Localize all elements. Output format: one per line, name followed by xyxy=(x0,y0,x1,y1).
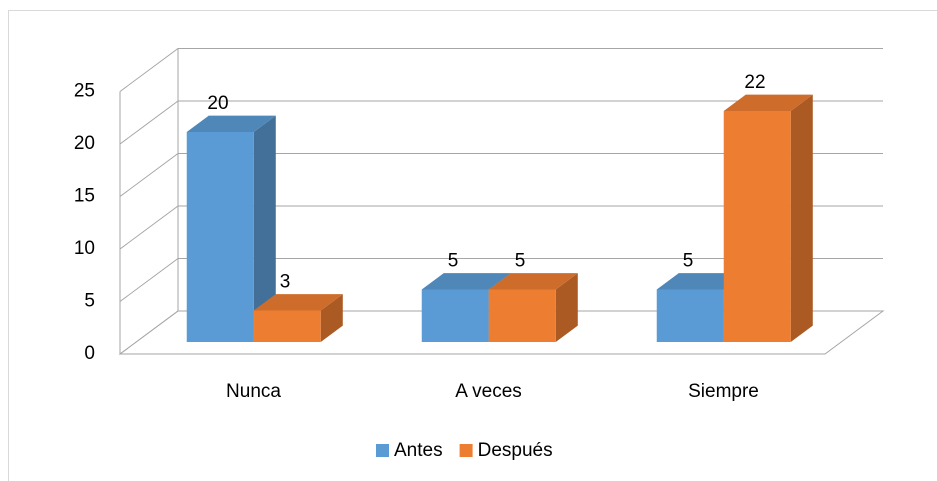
data-label: 22 xyxy=(744,72,765,93)
x-tick-label: A veces xyxy=(455,381,522,402)
data-label: 20 xyxy=(207,93,228,114)
grid-line xyxy=(119,258,883,302)
bar-side xyxy=(253,115,276,342)
bar-top xyxy=(488,273,578,290)
y-tick-label: 10 xyxy=(74,238,95,259)
legend-label: Después xyxy=(478,440,553,461)
data-label: 5 xyxy=(683,250,694,271)
data-label: 5 xyxy=(515,250,526,271)
bar-top xyxy=(186,115,276,132)
grid-line xyxy=(119,153,883,197)
bar xyxy=(723,110,791,342)
bar-top xyxy=(421,273,511,290)
bar xyxy=(421,289,489,342)
bar-top xyxy=(723,94,813,111)
y-tick-label: 20 xyxy=(74,133,95,154)
x-tick-label: Nunca xyxy=(226,381,281,402)
grid-line xyxy=(119,48,883,92)
bar-top xyxy=(253,294,343,311)
bar-side xyxy=(555,273,578,342)
legend-label: Antes xyxy=(394,440,443,461)
y-tick-label: 0 xyxy=(84,343,95,364)
bar xyxy=(488,289,556,342)
y-tick-label: 5 xyxy=(84,291,95,312)
bar xyxy=(253,310,321,342)
legend-swatch xyxy=(459,444,473,457)
data-label: 5 xyxy=(448,250,459,271)
legend-swatch xyxy=(376,444,389,457)
grid-line xyxy=(119,205,883,250)
x-tick-label: Siempre xyxy=(688,381,759,402)
bar xyxy=(186,131,254,342)
grid-line xyxy=(119,310,883,355)
data-label: 3 xyxy=(280,271,291,292)
grid-line xyxy=(119,100,883,145)
bar-side xyxy=(790,94,813,342)
y-tick-label: 15 xyxy=(74,186,95,207)
bar xyxy=(656,289,724,342)
bar-side xyxy=(320,294,343,342)
bar-top xyxy=(656,273,746,290)
y-tick-label: 25 xyxy=(74,81,95,102)
